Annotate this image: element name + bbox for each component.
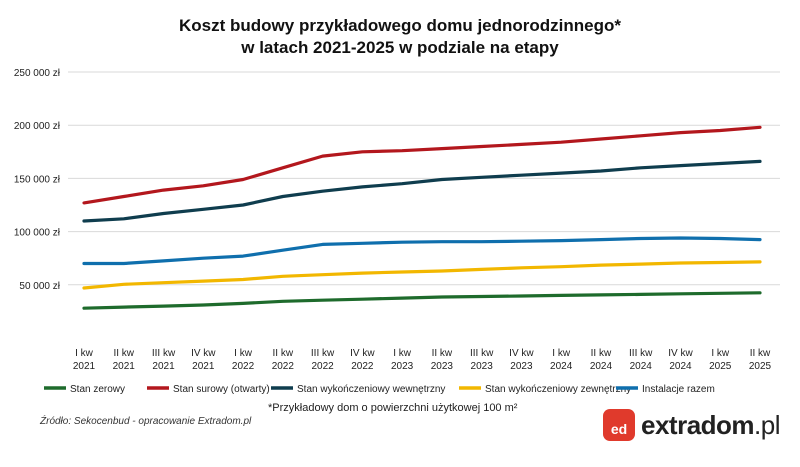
- logo-suffix: .pl: [754, 409, 781, 440]
- series-line-1: [82, 291, 762, 310]
- x-tick-label-year: 2022: [272, 361, 295, 372]
- y-tick-label: 50 000 zł: [19, 281, 60, 292]
- x-tick-label-quarter: II kw: [113, 348, 134, 359]
- x-tick-label-year: 2024: [550, 361, 573, 372]
- x-tick-label-quarter: II kw: [591, 348, 612, 359]
- x-tick-label-quarter: II kw: [750, 348, 771, 359]
- chart-title-line2: w latach 2021-2025 w podziale na etapy: [241, 38, 559, 57]
- x-tick-label-quarter: IV kw: [350, 348, 375, 359]
- legend-label: Stan wykończeniowy wewnętrzny: [297, 384, 445, 395]
- series-line-2: [82, 125, 762, 205]
- x-axis-ticks: I kw 2021 II kw 2021 III kw 2021 IV kw 2021 I kw…: [73, 348, 772, 372]
- extradom-logo: ed extradom.pl: [603, 407, 781, 443]
- chart-title-line1: Koszt budowy przykładowego domu jednorod…: [179, 16, 621, 35]
- y-axis-ticks: 50 000 zł 100 000 zł 150 000 zł 200 000 zł 2…: [14, 68, 61, 292]
- series-line-3: [82, 159, 762, 223]
- x-tick-label-quarter: IV kw: [191, 348, 216, 359]
- x-tick-label-quarter: II kw: [273, 348, 294, 359]
- x-tick-label-year: 2024: [630, 361, 653, 372]
- logo-main: extradom: [641, 409, 755, 440]
- x-tick-label-quarter: I kw: [552, 348, 571, 359]
- logo-badge-text: ed: [610, 421, 628, 437]
- house-logo-icon: ed: [603, 409, 635, 441]
- x-tick-label-year: 2025: [749, 361, 772, 372]
- x-tick-label-year: 2022: [351, 361, 374, 372]
- x-tick-label-year: 2023: [391, 361, 414, 372]
- x-tick-label-year: 2025: [709, 361, 732, 372]
- x-tick-label-quarter: I kw: [711, 348, 730, 359]
- x-tick-label-year: 2022: [232, 361, 255, 372]
- x-tick-label-quarter: I kw: [75, 348, 94, 359]
- grid-lines: [68, 71, 780, 286]
- x-tick-label-year: 2023: [471, 361, 494, 372]
- series-line-5: [82, 236, 762, 266]
- x-tick-label-quarter: IV kw: [668, 348, 693, 359]
- logo-wordmark: extradom.pl: [641, 409, 781, 441]
- x-tick-label-year: 2022: [311, 361, 334, 372]
- source-label: Źródło: Sekocenbud - opracowanie Extrado…: [40, 416, 252, 427]
- legend-label: Stan surowy (otwarty): [173, 384, 270, 395]
- x-tick-label-quarter: I kw: [393, 348, 412, 359]
- x-tick-label-quarter: II kw: [432, 348, 453, 359]
- x-tick-label-year: 2021: [113, 361, 136, 372]
- x-tick-label-year: 2024: [590, 361, 613, 372]
- legend: Stan zerowy Stan surowy (otwarty) Stan wyk…: [44, 384, 715, 395]
- y-tick-label: 150 000 zł: [14, 174, 61, 185]
- footnote: *Przykładowy dom o powierzchni użytkowej…: [268, 402, 518, 414]
- x-tick-label-quarter: III kw: [152, 348, 176, 359]
- y-tick-label: 200 000 zł: [14, 121, 61, 132]
- series-line-4: [82, 260, 762, 290]
- legend-label: Instalacje razem: [642, 384, 715, 395]
- x-tick-label-year: 2023: [431, 361, 454, 372]
- x-tick-label-quarter: IV kw: [509, 348, 534, 359]
- y-tick-label: 100 000 zł: [14, 228, 61, 239]
- x-tick-label-year: 2021: [152, 361, 175, 372]
- x-tick-label-quarter: III kw: [311, 348, 335, 359]
- x-tick-label-year: 2021: [73, 361, 96, 372]
- y-tick-label: 250 000 zł: [14, 68, 61, 79]
- series-lines: [82, 125, 762, 310]
- x-tick-label-year: 2023: [510, 361, 533, 372]
- legend-label: Stan wykończeniowy zewnętrzny: [485, 384, 631, 395]
- x-tick-label-quarter: I kw: [234, 348, 253, 359]
- x-tick-label-year: 2021: [192, 361, 215, 372]
- x-tick-label-year: 2024: [669, 361, 692, 372]
- x-tick-label-quarter: III kw: [629, 348, 653, 359]
- x-tick-label-quarter: III kw: [470, 348, 494, 359]
- legend-label: Stan zerowy: [70, 384, 125, 395]
